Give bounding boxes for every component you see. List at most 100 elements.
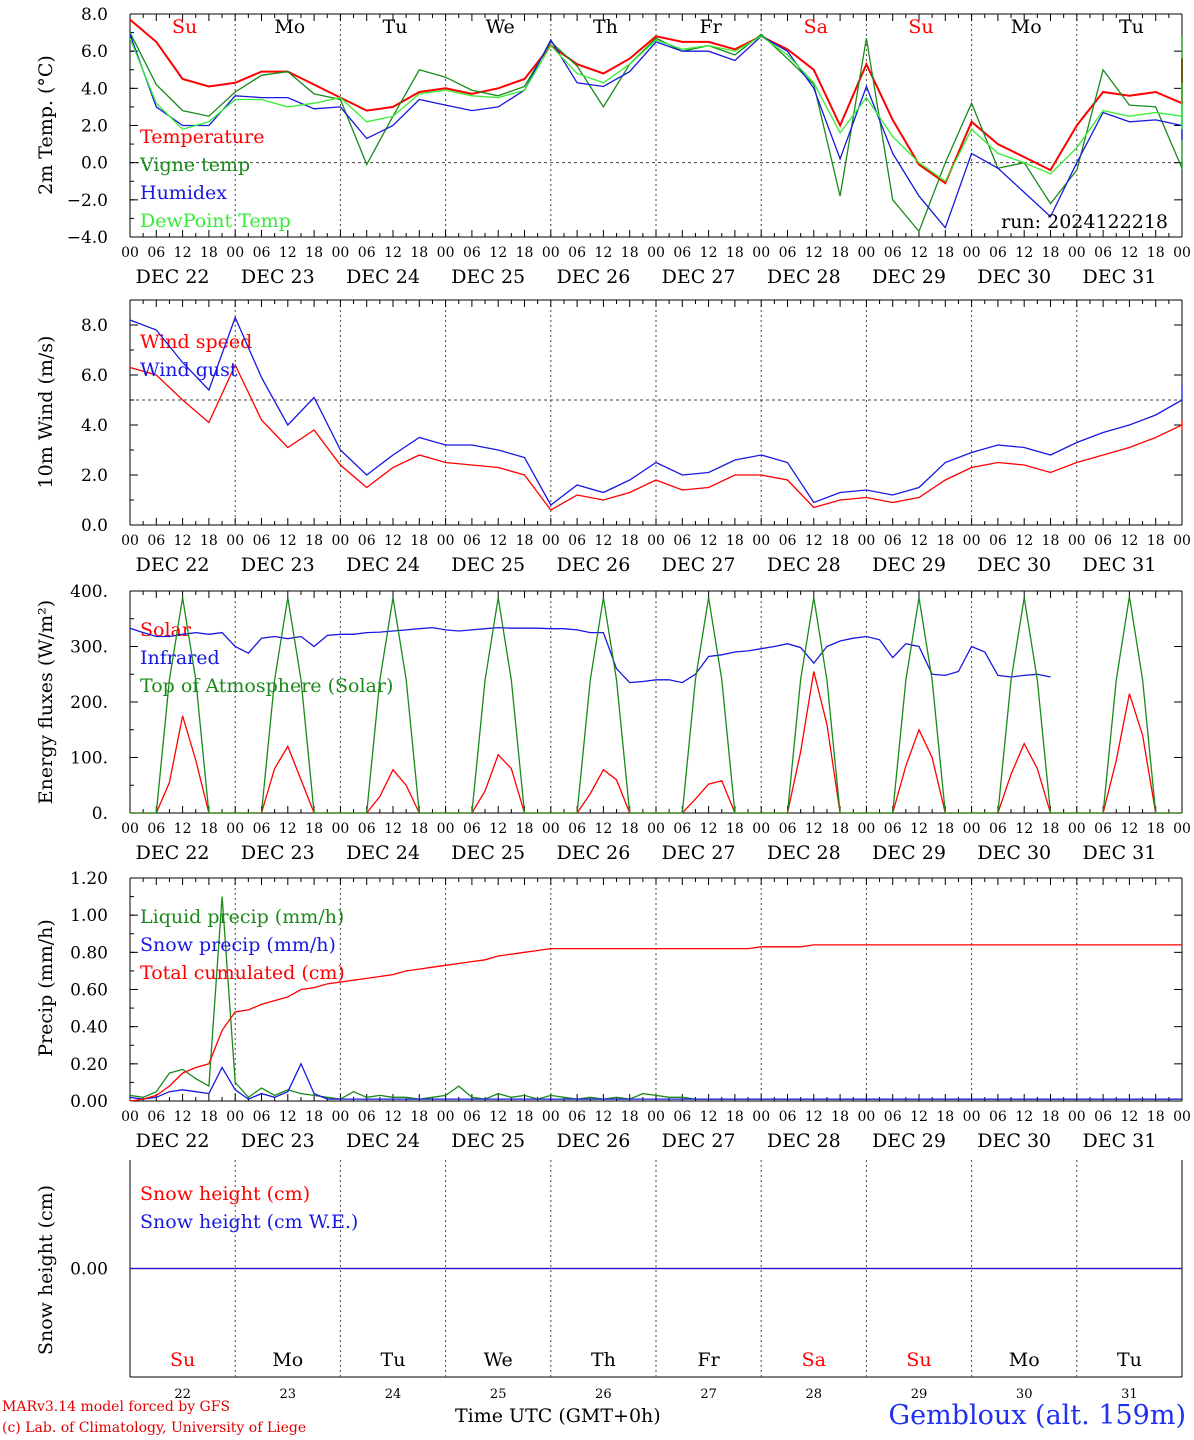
hour-tick-label: 18 [1042,245,1060,261]
hour-tick-label: 18 [936,245,954,261]
weekday-label: Su [170,1349,195,1371]
series-line-wind-gust [129,315,1183,506]
date-label: DEC 30 [977,266,1051,288]
hour-tick-label: 00 [226,1109,244,1125]
date-label: DEC 27 [662,842,736,864]
date-label: DEC 31 [1082,554,1156,576]
hour-tick-label: 06 [568,821,586,837]
hour-tick-label: 18 [621,821,639,837]
legend-entry: Infrared [140,647,220,669]
hour-tick-label: 12 [1120,533,1138,549]
series-line-top-of-atmosphere-solar- [130,596,1182,814]
y-tick-label: 0.0 [81,154,108,174]
hour-tick-label: 00 [1068,1109,1086,1125]
date-label: DEC 24 [346,1130,420,1152]
date-label: DEC 25 [451,1130,525,1152]
date-label: DEC 31 [1082,842,1156,864]
hour-tick-label: 18 [1147,1109,1165,1125]
hour-tick-label: 18 [1042,1109,1060,1125]
run-label: run: 2024122218 [1001,211,1168,233]
date-label: DEC 26 [556,1130,630,1152]
hour-tick-label: 00 [121,533,139,549]
hour-tick-label: 00 [857,245,875,261]
hour-tick-label: 06 [463,533,481,549]
hour-tick-label: 18 [936,1109,954,1125]
hour-tick-label: 12 [805,245,823,261]
y-tick-label: 0.60 [70,981,108,1001]
day-number-label: 25 [490,1387,507,1402]
weekday-label: Su [172,16,197,38]
hour-tick-label: 18 [410,245,428,261]
date-label: DEC 27 [662,554,736,576]
hour-tick-label: 18 [621,533,639,549]
model-credit: MARv3.14 model forced by GFS [2,1399,231,1415]
hour-tick-label: 00 [752,533,770,549]
hour-tick-label: 12 [594,821,612,837]
hour-tick-label: 12 [1015,821,1033,837]
hour-tick-label: 00 [542,821,560,837]
hour-tick-label: 12 [1015,533,1033,549]
hour-tick-label: 18 [621,245,639,261]
hour-tick-label: 00 [752,245,770,261]
y-tick-label: 0.80 [70,943,108,963]
weekday-label: Tu [381,1349,406,1371]
hour-tick-label: 06 [568,533,586,549]
hour-tick-label: 00 [1173,1109,1191,1125]
hour-tick-label: 18 [516,821,534,837]
hour-tick-label: 00 [437,1109,455,1125]
hour-tick-label: 06 [779,1109,797,1125]
y-tick-label: 0.00 [70,1092,108,1112]
hour-tick-label: 18 [410,1109,428,1125]
weekday-label: Mo [1009,1349,1040,1371]
y-tick-label: 4.0 [81,416,108,436]
hour-tick-label: 06 [463,1109,481,1125]
day-number-label: 28 [806,1387,823,1402]
hour-tick-label: 12 [489,1109,507,1125]
legend-entry: Temperature [140,126,264,148]
date-label: DEC 26 [556,266,630,288]
hour-tick-label: 06 [253,1109,271,1125]
hour-tick-label: 18 [305,533,323,549]
hour-tick-label: 00 [121,1109,139,1125]
weekday-label: Mo [272,1349,303,1371]
station-label: Gembloux (alt. 159m) [888,1400,1186,1431]
hour-tick-label: 06 [673,1109,691,1125]
weekday-label: Fr [699,16,722,38]
hour-tick-label: 06 [358,533,376,549]
hour-tick-label: 00 [542,1109,560,1125]
y-tick-label: 100. [70,749,108,769]
hour-tick-label: 12 [700,1109,718,1125]
date-label: DEC 29 [872,554,946,576]
weekday-label: Sa [802,1349,826,1371]
y-tick-label: 2.0 [81,466,108,486]
date-label: DEC 31 [1082,1130,1156,1152]
hour-tick-label: 00 [437,533,455,549]
hour-tick-label: 00 [121,245,139,261]
date-label: DEC 29 [872,1130,946,1152]
hour-tick-label: 12 [279,1109,297,1125]
hour-tick-label: 06 [1094,1109,1112,1125]
hour-tick-label: 00 [963,533,981,549]
hour-tick-label: 00 [542,533,560,549]
hour-tick-label: 12 [1120,821,1138,837]
hour-tick-label: 06 [147,245,165,261]
hour-tick-label: 00 [647,821,665,837]
weekday-label: Th [591,1349,616,1371]
date-label: DEC 22 [136,1130,210,1152]
legend-entry: DewPoint Temp [140,210,291,232]
y-tick-label: 6.0 [81,42,108,62]
hour-tick-label: 06 [1094,821,1112,837]
hour-tick-label: 18 [305,245,323,261]
hour-tick-label: 00 [1068,821,1086,837]
hour-tick-label: 00 [963,1109,981,1125]
series-line-humidex [129,34,1183,229]
hour-tick-label: 18 [1042,821,1060,837]
hour-tick-label: 12 [489,533,507,549]
hour-tick-label: 00 [121,821,139,837]
y-axis-label: 2m Temp. (°C) [35,55,57,195]
hour-tick-label: 18 [410,533,428,549]
hour-tick-label: 18 [1147,245,1165,261]
y-tick-label: 2.0 [81,117,108,137]
weekday-label: Tu [383,16,408,38]
legend-entry: Liquid precip (mm/h) [140,906,344,928]
